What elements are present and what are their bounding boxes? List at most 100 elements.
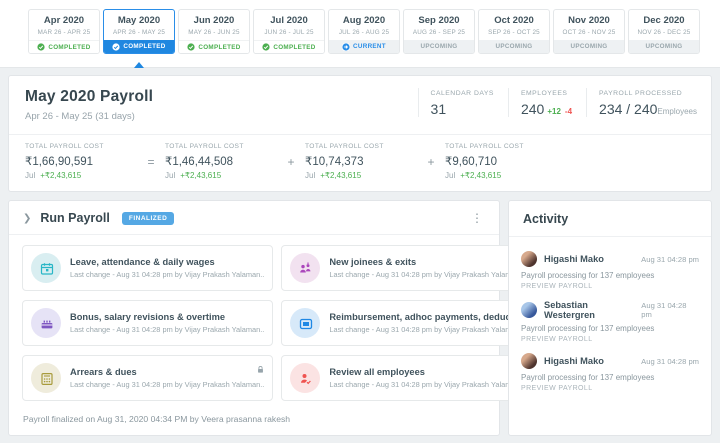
card-last-change: Last change - Aug 31 04:28 pm by Vijay P… xyxy=(70,325,264,334)
tab-status-label: UPCOMING xyxy=(420,43,457,50)
payroll-summary-card: May 2020 Payroll Apr 26 - May 25 (31 day… xyxy=(8,75,712,192)
person-check-icon xyxy=(290,363,320,393)
card-last-change: Last change - Aug 31 04:28 pm by Vijay P… xyxy=(329,380,523,389)
activity-title: Activity xyxy=(509,201,711,237)
card-text: Bonus, salary revisions & overtime Last … xyxy=(70,312,264,334)
payroll-period: Apr 26 - May 25 (31 days) xyxy=(25,111,153,122)
cost-value: ₹9,60,710 xyxy=(445,154,557,168)
check-circle-icon xyxy=(262,43,270,51)
month-tab-jun-2020[interactable]: Jun 2020 MAY 26 - JUN 25 COMPLETED xyxy=(178,9,250,54)
card-text: Review all employees Last change - Aug 3… xyxy=(329,367,523,389)
card-last-change: Last change - Aug 31 04:28 pm by Vijay P… xyxy=(329,270,523,279)
month-tab-aug-2020[interactable]: Aug 2020 JUL 26 - AUG 25 CURRENT xyxy=(328,9,400,54)
activity-panel: Activity Higashi Mako Aug 31 04:28 pm Pa… xyxy=(508,200,712,436)
tab-month-label: Oct 2020 xyxy=(479,10,549,26)
summary-stats: CALENDAR DAYS 31 EMPLOYEES 240+12-4 PAYR… xyxy=(418,88,711,117)
tab-status-label: UPCOMING xyxy=(645,43,682,50)
activity-item: Higashi Mako Aug 31 04:28 pm Payroll pro… xyxy=(521,353,699,392)
activity-item: Higashi Mako Aug 31 04:28 pm Payroll pro… xyxy=(521,251,699,290)
chevron-right-icon[interactable]: ❯ xyxy=(23,213,31,224)
tab-range-label: AUG 26 - SEP 25 xyxy=(404,26,474,40)
cost-value: ₹1,66,90,591 xyxy=(25,154,137,168)
month-tab-may-2020[interactable]: May 2020 APR 26 - MAY 25 COMPLETED xyxy=(103,9,175,54)
activity-type: PREVIEW PAYROLL xyxy=(521,336,699,343)
tab-status-label: COMPLETED xyxy=(273,44,315,51)
run-payroll-panel: ❯ Run Payroll FINALIZED ⋮ Leave, attenda… xyxy=(8,200,500,436)
tab-range-label: JUL 26 - AUG 25 xyxy=(329,26,399,40)
activity-user: Higashi Mako xyxy=(544,356,604,366)
activity-user: Higashi Mako xyxy=(544,254,604,264)
stat-value: 234 / 240Employees xyxy=(599,101,697,117)
card-title-text: Reimbursement, adhoc payments, deduction… xyxy=(329,312,533,322)
month-tab-oct-2020[interactable]: Oct 2020 SEP 26 - OCT 25 UPCOMING xyxy=(478,9,550,54)
tab-status-badge: COMPLETED xyxy=(254,40,324,53)
cost-label: TOTAL PAYROLL COST xyxy=(165,143,277,150)
card-title: Arrears & dues xyxy=(70,367,264,377)
stat-employees: EMPLOYEES 240+12-4 xyxy=(508,88,586,117)
cost-component-1: TOTAL PAYROLL COST ₹1,46,44,508 Jul+₹2,4… xyxy=(165,143,277,180)
cost-component-2: TOTAL PAYROLL COST ₹10,74,373 Jul+₹2,43,… xyxy=(305,143,417,180)
payroll-finalized-note: Payroll finalized on Aug 31, 2020 04:34 … xyxy=(9,401,499,424)
activity-type: PREVIEW PAYROLL xyxy=(521,283,699,290)
tab-status-badge: COMPLETED xyxy=(29,40,99,53)
run-payroll-title: Run Payroll xyxy=(40,211,109,225)
tab-range-label: MAY 26 - JUN 25 xyxy=(179,26,249,40)
tab-month-label: Sep 2020 xyxy=(404,10,474,26)
card-title: Review all employees xyxy=(329,367,523,377)
month-tab-apr-2020[interactable]: Apr 2020 MAR 26 - APR 25 COMPLETED xyxy=(28,9,100,54)
tab-status-badge: UPCOMING xyxy=(629,40,699,53)
cost-delta-row: Jul+₹2,43,615 xyxy=(445,171,557,180)
employees-removed: -4 xyxy=(565,107,572,116)
employees-added: +12 xyxy=(547,107,561,116)
stat-label: CALENDAR DAYS xyxy=(431,90,494,97)
cost-month: Jul xyxy=(305,171,315,180)
activity-row: Sebastian Westergren Aug 31 04:28 pm xyxy=(521,300,699,320)
run-payroll-cards: Leave, attendance & daily wages Last cha… xyxy=(9,235,499,401)
activity-row: Higashi Mako Aug 31 04:28 pm xyxy=(521,353,699,369)
calculator-icon xyxy=(31,363,61,393)
selected-tab-caret xyxy=(134,62,144,68)
month-tab-sep-2020[interactable]: Sep 2020 AUG 26 - SEP 25 UPCOMING xyxy=(403,9,475,54)
card-bonus-revisions[interactable]: Bonus, salary revisions & overtime Last … xyxy=(22,300,273,346)
month-tab-jul-2020[interactable]: Jul 2020 JUN 26 - JUL 25 COMPLETED xyxy=(253,9,325,54)
cost-delta-row: Jul+₹2,43,615 xyxy=(305,171,417,180)
cost-month: Jul xyxy=(445,171,455,180)
tab-range-label: OCT 26 - NOV 25 xyxy=(554,26,624,40)
payroll-title-block: May 2020 Payroll Apr 26 - May 25 (31 day… xyxy=(25,88,153,122)
month-tab-dec-2020[interactable]: Dec 2020 NOV 26 - DEC 25 UPCOMING xyxy=(628,9,700,54)
plus-sign: + xyxy=(277,155,305,169)
finalized-badge: FINALIZED xyxy=(122,212,174,225)
check-circle-icon xyxy=(187,43,195,51)
check-circle-icon xyxy=(112,43,120,51)
tab-month-label: Apr 2020 xyxy=(29,10,99,26)
month-tab-strip: Apr 2020 MAR 26 - APR 25 COMPLETED May 2… xyxy=(0,0,720,68)
tab-status-badge: UPCOMING xyxy=(554,40,624,53)
stat-value: 240+12-4 xyxy=(521,101,572,117)
card-leave-attendance[interactable]: Leave, attendance & daily wages Last cha… xyxy=(22,245,273,291)
month-tab-nov-2020[interactable]: Nov 2020 OCT 26 - NOV 25 UPCOMING xyxy=(553,9,625,54)
kebab-menu-icon[interactable]: ⋮ xyxy=(469,213,485,223)
avatar xyxy=(521,251,537,267)
payroll-cost-breakdown: TOTAL PAYROLL COST ₹1,66,90,591 Jul+₹2,4… xyxy=(9,135,711,180)
card-last-change: Last change - Aug 31 04:28 pm by Vijay P… xyxy=(70,380,264,389)
card-arrears-dues[interactable]: Arrears & dues Last change - Aug 31 04:2… xyxy=(22,355,273,401)
cost-delta: +₹2,43,615 xyxy=(40,171,81,180)
card-text: Arrears & dues Last change - Aug 31 04:2… xyxy=(70,367,264,389)
card-last-change: Last change - Aug 31 04:28 pm by Vijay P… xyxy=(70,270,264,279)
tab-range-label: APR 26 - MAY 25 xyxy=(104,26,174,40)
tab-status-label: COMPLETED xyxy=(198,44,240,51)
tab-status-badge: UPCOMING xyxy=(404,40,474,53)
activity-user: Sebastian Westergren xyxy=(544,300,641,320)
tab-range-label: NOV 26 - DEC 25 xyxy=(629,26,699,40)
tab-month-label: May 2020 xyxy=(104,10,174,26)
activity-list: Higashi Mako Aug 31 04:28 pm Payroll pro… xyxy=(509,237,711,396)
check-circle-icon xyxy=(37,43,45,51)
lock-icon xyxy=(256,361,265,379)
processed-count: 234 / 240 xyxy=(599,101,657,117)
stat-calendar-days: CALENDAR DAYS 31 xyxy=(418,88,508,117)
cost-delta-row: Jul+₹2,43,615 xyxy=(25,171,137,180)
tab-status-badge: COMPLETED xyxy=(104,40,174,53)
activity-time: Aug 31 04:28 pm xyxy=(641,255,699,264)
cost-component-3: TOTAL PAYROLL COST ₹9,60,710 Jul+₹2,43,6… xyxy=(445,143,557,180)
tab-status-label: COMPLETED xyxy=(123,43,165,50)
